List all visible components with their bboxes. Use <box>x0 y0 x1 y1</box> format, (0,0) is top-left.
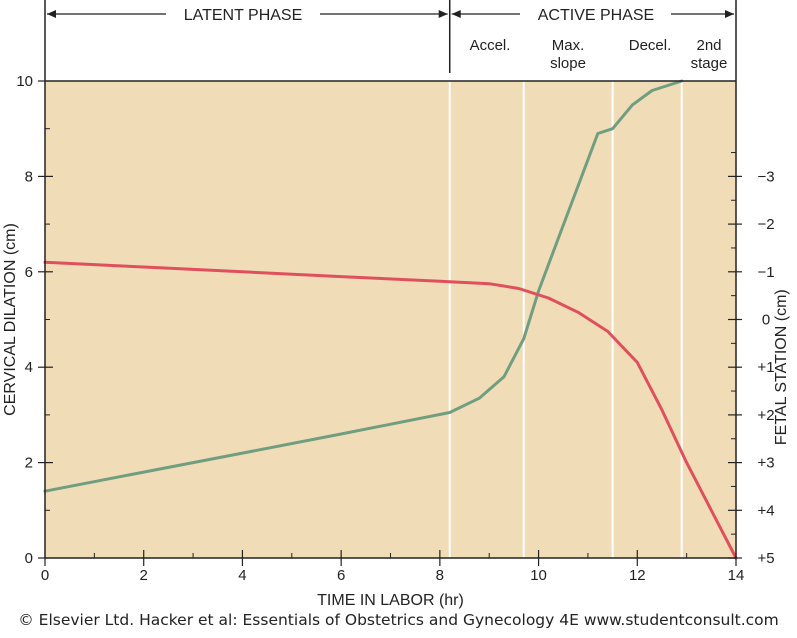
active-arrow-right-head <box>725 10 734 18</box>
x-tick-label: 2 <box>140 567 148 584</box>
x-tick-label: 14 <box>728 567 745 584</box>
second-stage-label-line2: stage <box>691 55 728 72</box>
y2-tick-label: +1 <box>757 359 774 376</box>
max-slope-label-line2: slope <box>550 55 586 72</box>
y2-tick-label: +2 <box>757 407 774 424</box>
y2-tick-label: 0 <box>762 312 770 329</box>
latent-arrow-right-head <box>438 10 448 18</box>
accel-label: Accel. <box>470 37 511 54</box>
x-tick-label: 0 <box>41 567 49 584</box>
x-tick-label: 4 <box>238 567 246 584</box>
copyright-credit: © Elsevier Ltd. Hacker et al: Essentials… <box>18 611 779 629</box>
y-tick-label: 2 <box>25 455 33 472</box>
y-axis-title: CERVICAL DILATION (cm) <box>2 223 19 416</box>
y-tick-label: 6 <box>25 264 33 281</box>
x-tick-label: 12 <box>629 567 646 584</box>
max-slope-label-line1: Max. <box>552 37 585 54</box>
y-tick-label: 10 <box>16 73 33 90</box>
y2-tick-label: −2 <box>757 216 774 233</box>
y2-axis-title: FETAL STATION (cm) <box>773 289 790 445</box>
x-axis-title: TIME IN LABOR (hr) <box>317 592 464 609</box>
latent-arrow-left-head <box>47 10 56 18</box>
y-tick-label: 4 <box>25 359 33 376</box>
y2-tick-label: +5 <box>757 550 774 567</box>
plot-background <box>45 81 736 558</box>
y2-tick-label: +3 <box>757 455 774 472</box>
x-tick-label: 8 <box>436 567 444 584</box>
x-tick-label: 10 <box>530 567 547 584</box>
second-stage-label-line1: 2nd <box>696 37 721 54</box>
y-tick-label: 0 <box>25 550 33 567</box>
latent-phase-label: LATENT PHASE <box>184 7 303 24</box>
x-tick-label: 6 <box>337 567 345 584</box>
decel-label: Decel. <box>629 37 672 54</box>
cervical-dilation-line <box>43 79 684 493</box>
active-phase-label: ACTIVE PHASE <box>538 7 654 24</box>
y2-tick-label: +4 <box>757 502 774 519</box>
y2-tick-label: −1 <box>757 264 774 281</box>
active-arrow-left-head <box>451 10 461 18</box>
y2-tick-label: −3 <box>757 168 774 185</box>
fetal-station-line <box>43 260 738 560</box>
y-tick-label: 8 <box>25 168 33 185</box>
